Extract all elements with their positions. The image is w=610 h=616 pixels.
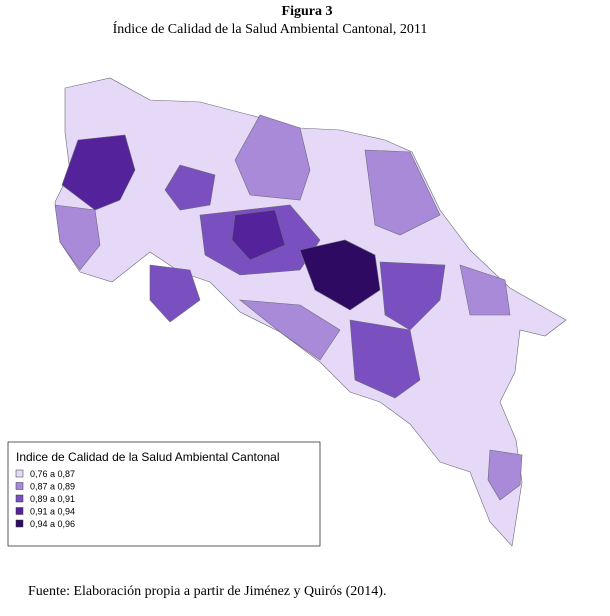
map-region [234, 114, 311, 201]
map-region [349, 319, 421, 399]
legend-label: 0,89 a 0,91 [30, 494, 75, 504]
legend-label: 0,91 a 0,94 [30, 507, 75, 517]
map-region [459, 264, 511, 316]
map-region [61, 134, 136, 211]
map-region [379, 261, 446, 331]
map-region [239, 299, 341, 361]
legend-swatch [15, 494, 24, 503]
legend-label: 0,94 a 0,96 [30, 519, 75, 529]
legend-swatch [15, 507, 24, 515]
map-region [231, 209, 286, 261]
legend-swatch [15, 519, 24, 528]
figure-title: Índice de Calidad de la Salud Ambiental … [113, 20, 428, 37]
legend-swatch [15, 482, 24, 490]
legend-title: Indice de Calidad de la Salud Ambiental … [16, 450, 280, 464]
legend-swatch [15, 469, 24, 478]
legend-items: 0,76 a 0,87 0,87 a 0,89 0,89 a 0,91 0,91 a … [15, 469, 75, 529]
map-region [487, 449, 523, 501]
figure-label: Figura 3 [282, 4, 333, 19]
map-region [164, 164, 216, 211]
map-region [54, 204, 101, 271]
legend-box [7, 441, 321, 547]
source-note: Fuente: Elaboración propia a partir de J… [28, 584, 386, 599]
map [54, 77, 567, 547]
map-region [299, 239, 381, 311]
legend-label: 0,87 a 0,89 [30, 482, 75, 492]
map-region [149, 264, 201, 323]
legend-label: 0,76 a 0,87 [30, 469, 75, 479]
legend: Indice de Calidad de la Salud Ambiental … [7, 441, 321, 547]
map-region [364, 149, 441, 236]
